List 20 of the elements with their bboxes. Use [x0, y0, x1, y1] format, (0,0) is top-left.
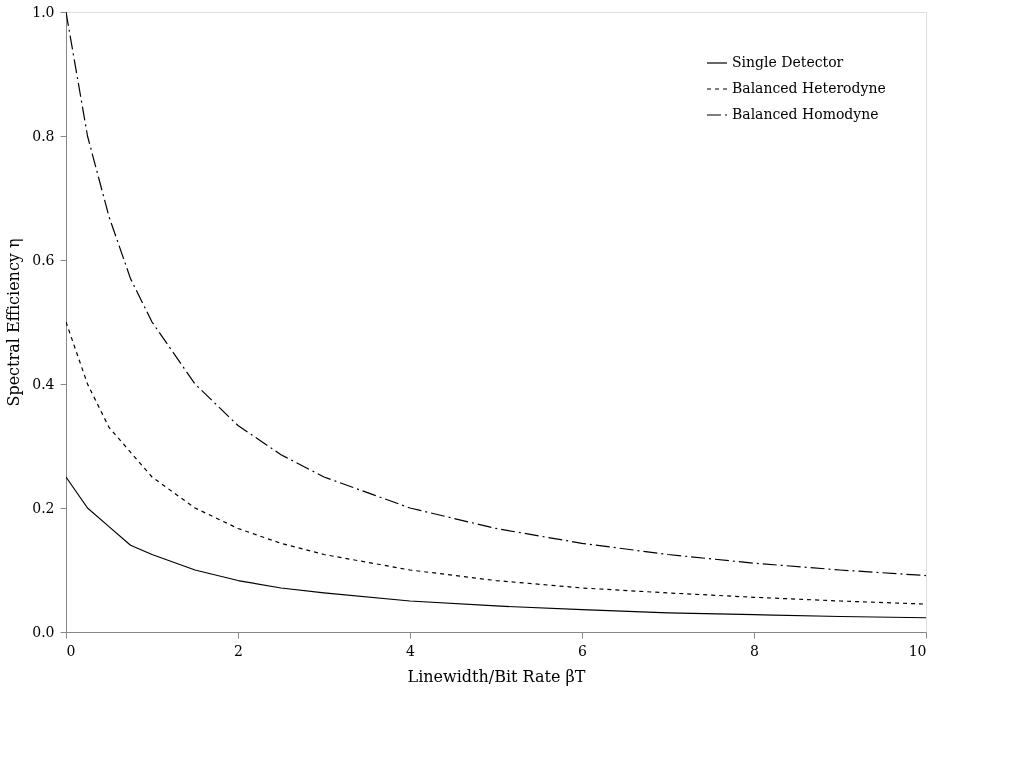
line-series — [66, 476, 926, 619]
legend-label: Balanced Heterodyne — [732, 80, 886, 96]
y-tick-label: 0.8 — [32, 127, 55, 144]
y-axis-title: Spectral Efficiency η — [4, 238, 24, 407]
y-tick-label: 0.2 — [32, 499, 55, 516]
x-axis-title: Linewidth/Bit Rate βT — [407, 666, 586, 686]
y-tick-label: 0.4 — [32, 375, 55, 392]
x-tick-label: 0 — [66, 642, 76, 659]
legend-label: Single Detector — [732, 54, 844, 70]
y-tick-label: 1.0 — [32, 3, 55, 20]
x-tick-label: 2 — [234, 642, 243, 659]
x-tick-label: 8 — [750, 642, 759, 659]
x-tick-label: 4 — [406, 642, 416, 659]
x-tick-label: 10 — [908, 642, 927, 659]
legend-label: Balanced Homodyne — [732, 106, 879, 122]
y-tick-label: 0.6 — [32, 251, 55, 268]
y-tick-label: 0.0 — [32, 623, 55, 640]
x-tick-label: 6 — [578, 642, 588, 659]
line-series — [66, 12, 926, 577]
line-series — [66, 321, 926, 605]
